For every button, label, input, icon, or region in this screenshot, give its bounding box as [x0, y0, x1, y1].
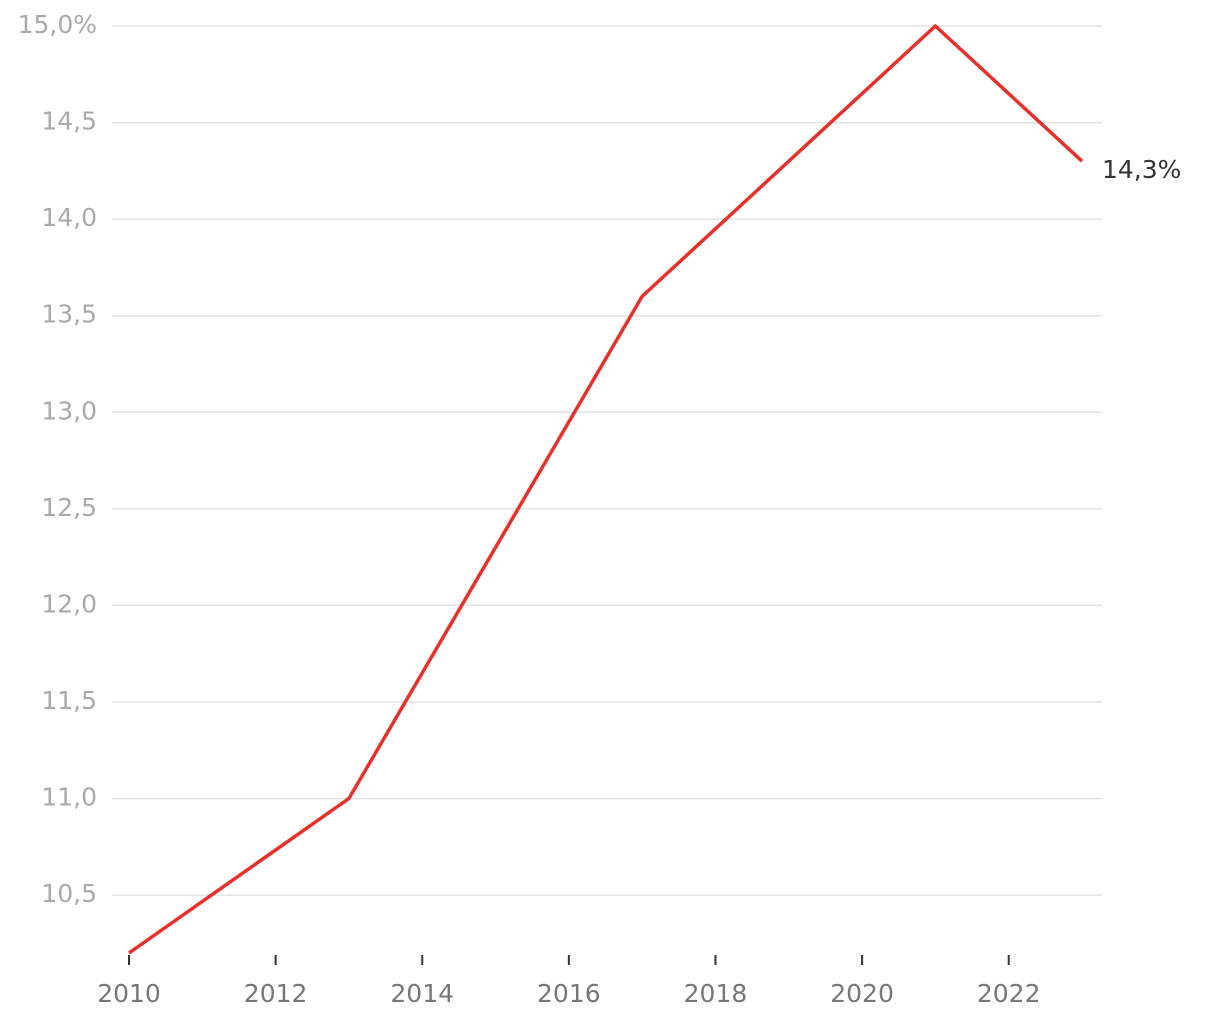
y-tick-label: 14,5: [41, 107, 97, 136]
x-tick-label: 2016: [537, 979, 601, 1008]
x-tick-label: 2018: [684, 979, 748, 1008]
x-tick-label: 2022: [977, 979, 1041, 1008]
x-tick-label: 2014: [390, 979, 454, 1008]
x-tick-label: 2012: [244, 979, 308, 1008]
y-tick-label: 13,0: [41, 396, 97, 425]
y-tick-label: 12,5: [41, 493, 97, 522]
x-tick-label: 2010: [97, 979, 161, 1008]
y-tick-label: 12,0: [41, 589, 97, 618]
value-label: 14,3%: [1102, 155, 1181, 184]
y-tick-label: 10,5: [41, 879, 97, 908]
y-tick-label: 13,5: [41, 300, 97, 329]
line: [127, 24, 1084, 955]
y-tick-label: 14,0: [41, 203, 97, 232]
y-tick-label: 15,0%: [18, 10, 97, 39]
y-tick-label: 11,5: [41, 686, 97, 715]
y-tick-label: 11,0: [41, 783, 97, 812]
x-tick-label: 2020: [830, 979, 894, 1008]
